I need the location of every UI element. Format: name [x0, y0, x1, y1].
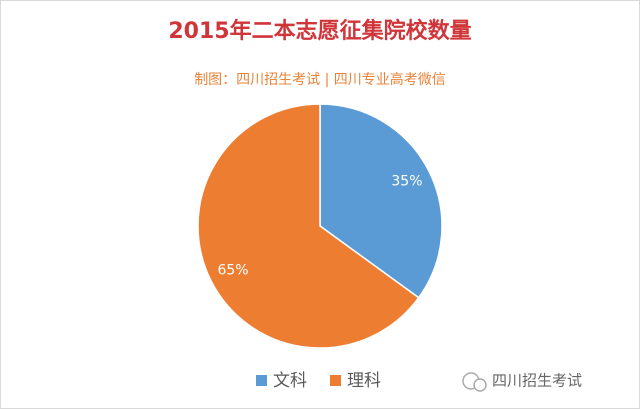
legend-swatch [256, 375, 267, 386]
data-label: 35% [391, 174, 422, 190]
pie-slice [319, 103, 443, 299]
data-label: 65% [217, 262, 248, 278]
legend-label: 文科 [273, 371, 307, 391]
chart-title: 2015年二本志愿征集院校数量 [168, 18, 471, 44]
pie-slice [197, 103, 420, 349]
watermark: 四川招生考试 [462, 372, 582, 392]
watermark-icon [473, 378, 487, 392]
legend-swatch [330, 375, 341, 386]
watermark-text: 四川招生考试 [492, 372, 582, 390]
chart-subtitle: 制图：四川招生考试 | 四川专业高考微信 [194, 71, 446, 88]
legend-label: 理科 [347, 371, 381, 391]
